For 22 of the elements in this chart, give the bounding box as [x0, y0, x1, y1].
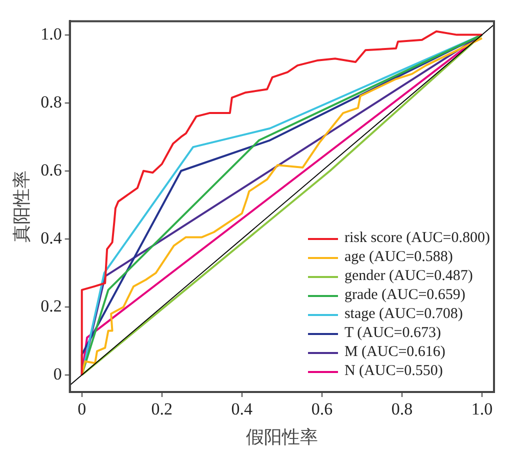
legend-label: gender (AUC=0.487)	[344, 267, 473, 286]
y-axis-title: 真阳性率	[12, 170, 32, 243]
x-tick-label: 1.0	[471, 400, 493, 419]
y-tick-label: 1.0	[40, 24, 62, 44]
y-tick-label: 0.4	[40, 228, 62, 248]
y-tick-label: 0	[53, 364, 62, 384]
y-tick-label: 0.8	[40, 92, 62, 112]
y-tick-label: 0.2	[40, 296, 62, 316]
legend-label: stage (AUC=0.708)	[344, 305, 463, 324]
x-tick-label: 0.2	[151, 400, 173, 419]
x-tick-label: 0.8	[391, 400, 413, 419]
legend-label: M (AUC=0.616)	[344, 343, 446, 362]
legend-label: age (AUC=0.588)	[344, 248, 453, 267]
legend-label: T (AUC=0.673)	[344, 324, 441, 343]
y-tick-label: 0.6	[40, 160, 62, 180]
x-tick-label: 0.4	[231, 400, 254, 419]
legend-label: N (AUC=0.550)	[344, 362, 443, 381]
x-tick-label: 0	[78, 400, 86, 419]
x-axis-title: 假阳性率	[246, 426, 318, 447]
x-tick-label: 0.6	[311, 400, 333, 419]
legend-label: grade (AUC=0.659)	[344, 286, 466, 305]
legend-label: risk score (AUC=0.800)	[344, 229, 490, 248]
